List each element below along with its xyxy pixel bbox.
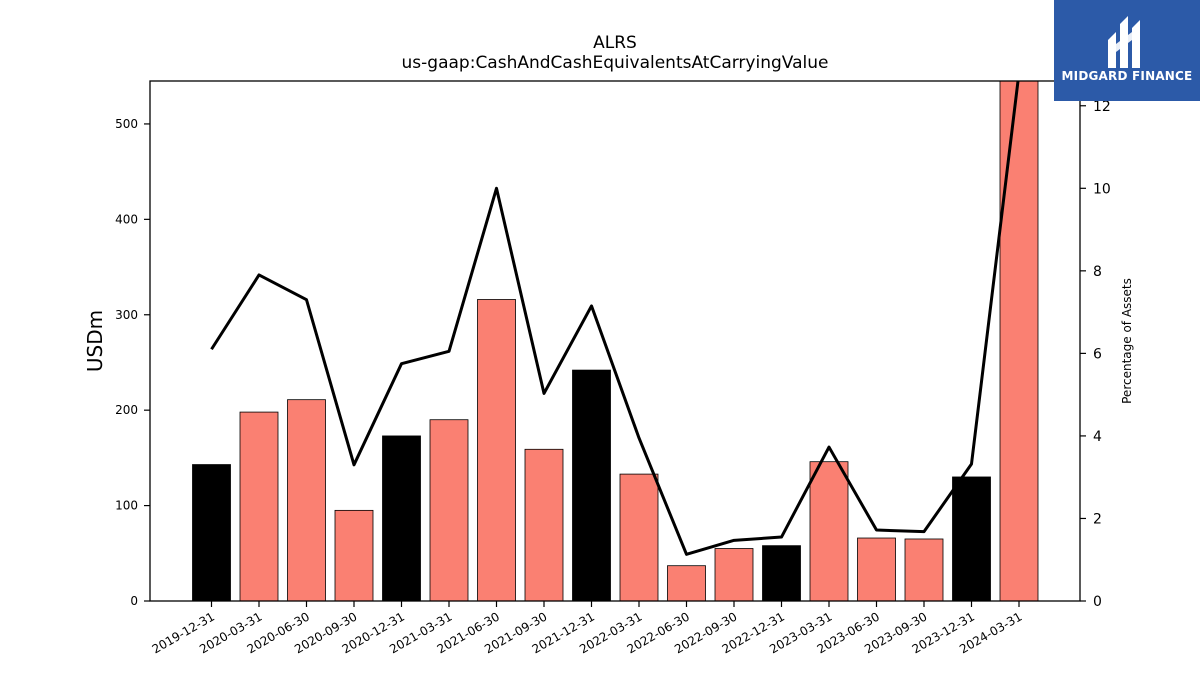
y-tick-label: 0 [130, 594, 138, 608]
bar [192, 464, 231, 601]
y-tick-label: 200 [115, 403, 138, 417]
bar [239, 411, 279, 601]
y2-tick-label: 0 [1093, 594, 1102, 610]
bar [762, 545, 801, 601]
chart-subtitle: us-gaap:CashAndCashEquivalentsAtCarrying… [402, 53, 829, 73]
midgard-finance-logo: MIDGARD FINANCE [1054, 0, 1200, 101]
y2-tick-label: 10 [1093, 181, 1111, 197]
bar [952, 476, 991, 601]
y-tick-label: 100 [115, 499, 138, 513]
series-line [210, 81, 1020, 556]
bar [667, 565, 706, 601]
plot-frame [149, 80, 1081, 602]
y2-tick-label: 4 [1093, 429, 1102, 445]
bar [904, 538, 944, 601]
bar [572, 369, 611, 601]
bar [477, 299, 516, 601]
bar [334, 509, 374, 601]
y-tick-label: 500 [115, 117, 138, 131]
bar [382, 435, 421, 601]
chart-title: ALRS [593, 33, 637, 53]
bar [809, 461, 849, 601]
bar [999, 81, 1039, 601]
bar [429, 419, 469, 601]
logo-text: MIDGARD FINANCE [1061, 69, 1193, 83]
y2-tick-label: 12 [1093, 99, 1111, 115]
y-tick-label: 300 [115, 308, 138, 322]
bar [524, 448, 564, 601]
bar [619, 473, 659, 601]
bar [714, 548, 754, 601]
y2-tick-label: 6 [1093, 346, 1102, 362]
y2-tick-label: 2 [1093, 511, 1102, 527]
y-tick-label: 400 [115, 212, 138, 226]
y2-tick-label: 8 [1093, 264, 1102, 280]
logo-mark-icon [1108, 16, 1140, 68]
y-axis-label: USDm [83, 310, 107, 372]
bar [287, 399, 326, 601]
bar [857, 537, 896, 601]
y2-axis-label: Percentage of Assets [1120, 278, 1134, 404]
